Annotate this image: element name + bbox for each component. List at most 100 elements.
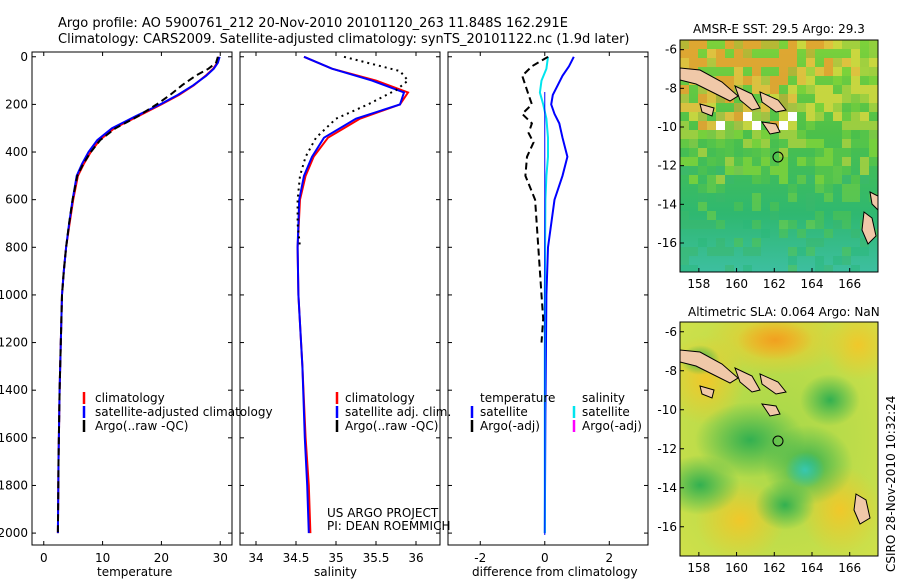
legend-label-temp-satellite: satellite [480,405,528,419]
sst-pixel [797,247,806,256]
sst-pixel [851,265,860,272]
lon-tick-label: 160 [725,561,748,575]
sst-pixel [734,40,743,49]
sst-pixel [860,175,869,184]
sst-pixel [752,148,761,157]
sst-pixel [797,67,806,76]
sst-pixel [788,58,797,67]
sst-pixel [716,184,725,193]
sst-pixel [680,166,689,175]
x-tick-label: 20 [154,551,169,565]
sst-missing-pixel [743,112,752,121]
sst-pixel [842,112,851,121]
sst-pixel [761,148,770,157]
sst-pixel [788,220,797,229]
sst-pixel [707,175,716,184]
sst-pixel [842,184,851,193]
sst-pixel [797,130,806,139]
sst-pixel [689,49,698,58]
sst-pixel [725,166,734,175]
sst-pixel [851,247,860,256]
sst-pixel [743,58,752,67]
depth-tick-label: 1000 [0,288,28,302]
island-land [699,103,715,117]
legend-label-satellite: satellite-adjusted climatology [95,405,273,419]
sst-pixel [851,139,860,148]
sst-pixel [815,94,824,103]
sst-pixel [680,49,689,58]
sst-pixel [752,67,761,76]
sst-map-frame [679,39,879,273]
sst-pixel [689,175,698,184]
sst-pixel [797,229,806,238]
sst-pixel [842,193,851,202]
sst-pixel [716,193,725,202]
sst-pixel [698,112,707,121]
sst-pixel [815,184,824,193]
sst-pixel [824,58,833,67]
island-land [759,91,787,113]
sst-pixel [698,193,707,202]
sst-pixel [689,247,698,256]
sst-pixel [689,103,698,112]
sst-pixel [680,40,689,49]
island-land [734,367,761,393]
sst-pixel [824,265,833,272]
sst-pixel [734,202,743,211]
sst-pixel [842,94,851,103]
sst-pixel [779,112,788,121]
sst-pixel [752,85,761,94]
sst-pixel [860,94,869,103]
sst-pixel [716,130,725,139]
lat-tick-label: -10 [657,403,677,417]
legend-label-climatology: climatology [345,391,415,405]
sst-pixel [797,139,806,148]
depth-tick-label: 1800 [0,478,28,492]
sst-pixel [806,49,815,58]
sst-pixel [842,121,851,130]
legend-heading-temperature: temperature [480,391,555,405]
lon-tick-label: 160 [725,277,748,291]
sst-pixel [779,175,788,184]
sst-pixel [869,148,878,157]
sst-pixel [752,220,761,229]
sst-pixel [833,40,842,49]
sst-pixel [815,157,824,166]
sst-pixel [680,85,689,94]
sst-pixel [851,103,860,112]
sst-pixel [725,265,734,272]
sst-pixel [869,49,878,58]
sst-pixel [851,175,860,184]
sst-pixel [770,76,779,85]
sst-pixel [707,49,716,58]
sst-pixel [824,112,833,121]
sst-pixel [842,40,851,49]
series-line-argo-raw-qc- [56,56,219,534]
island-land [734,85,761,111]
sst-pixel [806,67,815,76]
sst-pixel [680,265,689,272]
sst-pixel [851,58,860,67]
sst-pixel [851,85,860,94]
sst-pixel [707,247,716,256]
x-tick-label: 10 [95,551,110,565]
sst-pixel [752,76,761,85]
sst-pixel [716,175,725,184]
sst-pixel [680,94,689,103]
sst-pixel [698,94,707,103]
sst-pixel [815,103,824,112]
sst-pixel [707,94,716,103]
sst-pixel [725,247,734,256]
sst-pixel [752,112,761,121]
sst-map-axes: 158 160 162 164 166 -6 -8 -10 -12 -14 -16 [657,43,861,291]
legend-heading-salinity: salinity [582,391,625,405]
sst-pixel [824,94,833,103]
difference-profile-plot: -2 0 2 [474,52,613,565]
sst-pixel [806,175,815,184]
sst-pixel [680,130,689,139]
series-line-satellite-adjusted-climatology [56,56,221,534]
sst-pixel [779,220,788,229]
x-tick-label: 0 [541,551,549,565]
sst-pixel [689,148,698,157]
sst-pixel [716,139,725,148]
